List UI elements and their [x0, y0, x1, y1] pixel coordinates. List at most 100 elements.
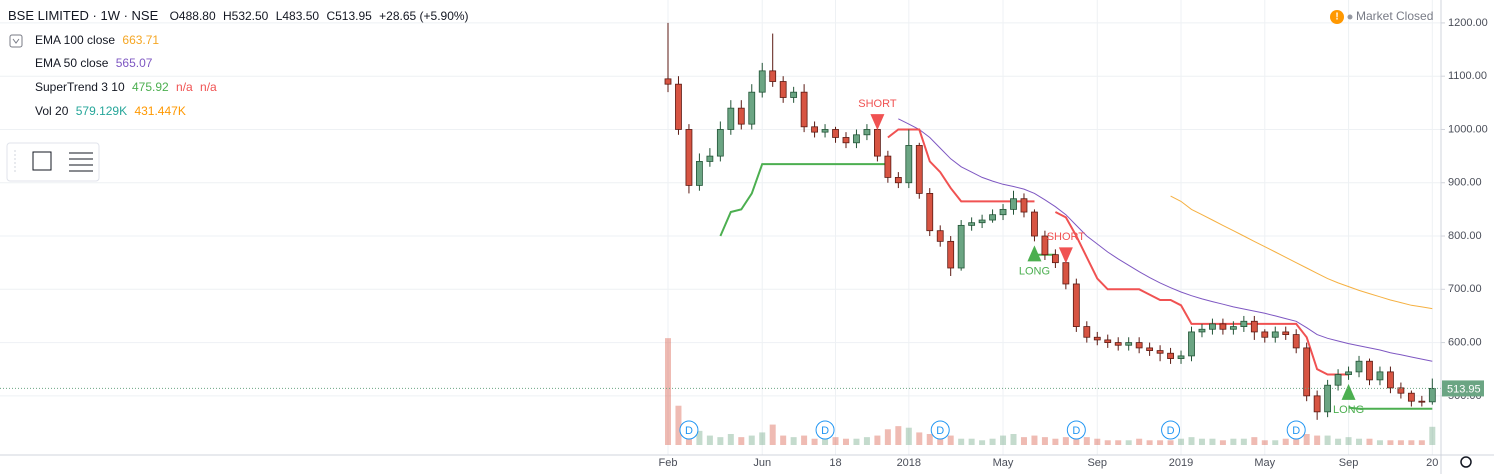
volume-bar [1104, 440, 1111, 445]
settings-icon[interactable] [1460, 456, 1472, 468]
legend-value: 475.92 [132, 80, 169, 94]
signal-label: SHORT [1047, 231, 1086, 243]
volume-bar [853, 438, 860, 445]
candle-body [1051, 254, 1059, 264]
legend-value: 431.447K [134, 104, 185, 118]
y-tick-label: 600.00 [1448, 336, 1482, 348]
volume-bar [1272, 440, 1279, 445]
candle-body [1407, 392, 1415, 402]
candle-body [1083, 326, 1091, 338]
x-tick-label: 2018 [897, 457, 921, 469]
candle-body [853, 134, 860, 144]
candle-body [706, 155, 714, 162]
volume-bar [1251, 437, 1258, 445]
volume-bar [1376, 440, 1383, 445]
volume-bar [926, 434, 933, 445]
status-dot [1347, 14, 1353, 20]
candle-body [1376, 371, 1384, 381]
open-label: O488.80 [170, 9, 216, 23]
candle-body [1167, 352, 1174, 359]
volume-bar [738, 437, 745, 445]
supertrend-line [887, 128, 1349, 376]
candle-body [978, 219, 986, 224]
volume-bar [863, 437, 870, 445]
dividend-label: D [1072, 425, 1080, 437]
candle-body [926, 193, 934, 232]
volume-bar [1073, 435, 1080, 445]
volume-bar [1408, 440, 1415, 445]
alert-icon[interactable] [1330, 10, 1344, 24]
volume-bar [1240, 438, 1247, 445]
y-tick-label: 1000.00 [1448, 123, 1488, 135]
volume-bar [916, 432, 923, 445]
candle-body [1219, 323, 1227, 330]
x-tick-label: 20 [1426, 457, 1438, 469]
candle-body [1418, 400, 1426, 403]
dividend-marker [1286, 420, 1306, 440]
volume-bar [717, 437, 724, 445]
candle-body [905, 145, 913, 184]
candle-body [716, 129, 724, 157]
dividend-marker [930, 420, 950, 440]
volume-bar [780, 435, 787, 445]
legend-name: EMA 100 close [35, 33, 115, 47]
high-label: H532.50 [223, 9, 269, 23]
candle-body [675, 83, 682, 130]
volume-bar [1188, 437, 1195, 445]
collapse-arrow[interactable] [12, 38, 20, 44]
candle-body [696, 161, 703, 186]
legend-name: EMA 50 close [35, 56, 109, 70]
last-price-label: 513.95 [1447, 383, 1481, 395]
volume-bar [947, 435, 954, 445]
dividend-marker [679, 420, 699, 440]
volume-bar [895, 426, 902, 445]
alert-mark: ! [1335, 12, 1338, 23]
candle-body [1282, 331, 1290, 335]
candle-body [800, 91, 808, 128]
volume-bar [1335, 438, 1342, 445]
volume-bar [1356, 438, 1363, 445]
dividend-label: D [685, 425, 693, 437]
legend-value: 579.129K [76, 104, 127, 118]
x-tick-label: 2019 [1169, 457, 1193, 469]
candle-body [947, 240, 955, 269]
dividend-label: D [936, 425, 944, 437]
legend-supertrend: SuperTrend 3 10 475.92 n/a n/a [35, 80, 217, 94]
candle-body [1240, 320, 1248, 327]
low-label: L483.50 [276, 9, 320, 23]
legend-ema100: EMA 100 close 663.71 [35, 33, 159, 47]
volume-bar [1167, 440, 1174, 445]
legend-collapse[interactable] [9, 34, 23, 48]
candle-body [894, 177, 902, 184]
volume-bar [1136, 438, 1143, 445]
volume-bar [1293, 437, 1300, 445]
volume-bar [1303, 434, 1310, 445]
x-tick-label: Sep [1339, 457, 1359, 469]
volume-bar [696, 430, 703, 445]
market-status: Market Closed [1356, 9, 1433, 23]
volume-bar [979, 440, 986, 445]
volume-bar [958, 438, 965, 445]
volume-bar [665, 338, 671, 445]
candle-body [1146, 347, 1154, 351]
legend-value: 565.07 [116, 56, 153, 70]
volume-bar [1209, 438, 1216, 445]
collapse-box[interactable] [9, 34, 23, 48]
legend-value: n/a [176, 80, 193, 94]
signal-label: LONG [1333, 404, 1364, 416]
volume-bar [1094, 438, 1101, 445]
volume-bar [1282, 438, 1289, 445]
volume-bar [790, 437, 797, 445]
candle-body [1324, 384, 1332, 413]
legend-volume: Vol 20 579.129K 431.447K [35, 104, 186, 118]
candle-body [1031, 211, 1038, 237]
candle-body [811, 126, 818, 133]
volume-bar [1020, 437, 1027, 445]
candle-body [1177, 355, 1185, 359]
candle-body [1355, 360, 1363, 373]
dividend-label: D [1292, 425, 1300, 437]
rect-tool[interactable] [32, 151, 52, 171]
volume-bar [1387, 440, 1394, 445]
volume-bar [874, 435, 881, 445]
x-tick-label: Sep [1087, 457, 1107, 469]
